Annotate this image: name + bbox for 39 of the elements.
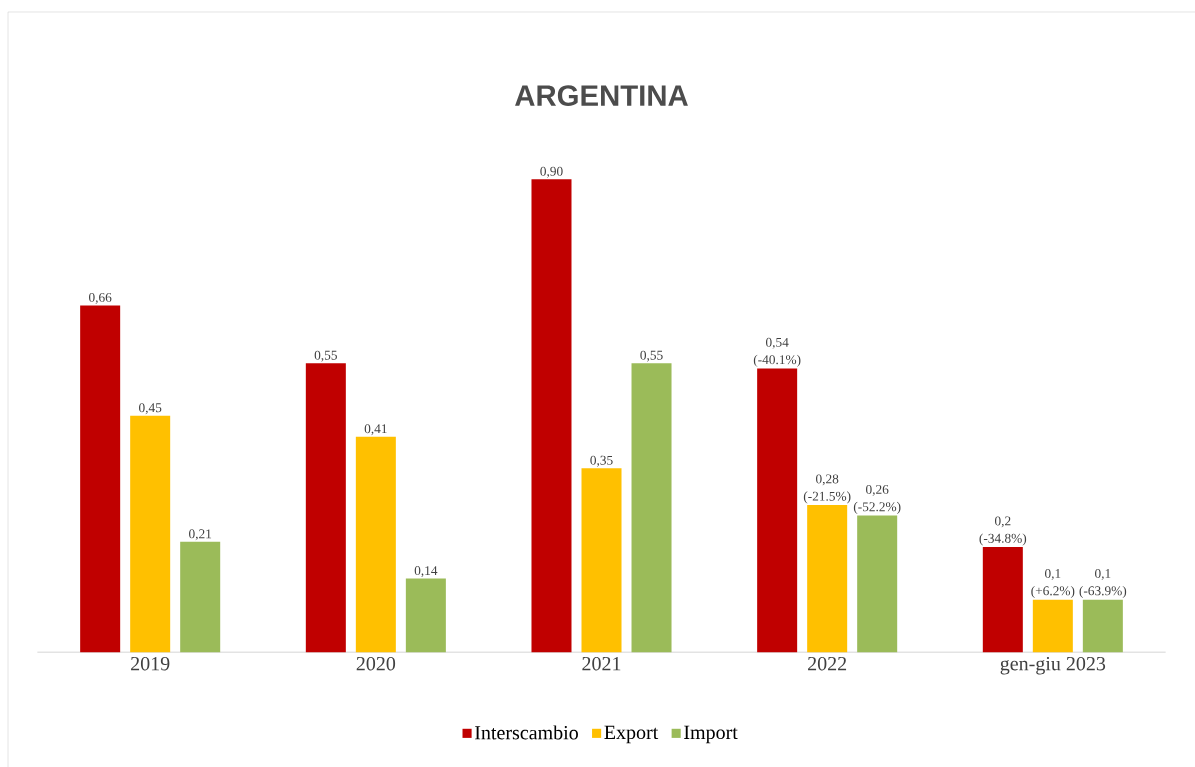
bar — [355, 436, 396, 653]
data-label: 0,54 (-40.1%) — [753, 337, 801, 367]
data-label: 0,35 — [590, 455, 613, 467]
bar — [631, 363, 672, 653]
bar — [982, 547, 1023, 653]
x-tick-label: 2022 — [808, 656, 847, 671]
data-label: 0,55 — [314, 350, 337, 362]
data-label: 0,21 — [189, 529, 212, 541]
data-label: 0,66 — [89, 292, 112, 304]
data-label: 0,41 — [364, 424, 387, 436]
legend-label: Import — [684, 725, 738, 744]
bar — [1032, 599, 1073, 653]
data-label: 0,1 (-63.9%) — [1079, 569, 1127, 599]
bar — [531, 179, 572, 653]
x-tick-label: 2020 — [356, 656, 396, 671]
bar — [1082, 599, 1123, 653]
bar — [757, 368, 798, 653]
data-label: 0,45 — [139, 403, 162, 415]
bar — [405, 578, 446, 653]
chart-title: ARGENTINA — [515, 85, 688, 107]
data-label: 0,90 — [540, 166, 563, 178]
data-label: 0,28 (-21.5%) — [803, 474, 851, 504]
bar — [305, 363, 346, 653]
legend-label: Interscambio — [475, 725, 578, 740]
data-label: 0,14 — [414, 566, 438, 578]
bar — [857, 515, 898, 653]
data-label: 0,26 (-52.2%) — [853, 484, 901, 515]
x-tick-label: 2019 — [131, 656, 170, 671]
x-tick-label: gen-giu 2023 — [1000, 656, 1106, 675]
bar — [180, 541, 221, 653]
legend-label: Export — [604, 725, 659, 744]
x-tick-label: 2021 — [582, 656, 621, 671]
data-label: 0,55 — [640, 350, 663, 362]
bar — [80, 305, 121, 653]
bar — [130, 415, 171, 653]
data-label: 0,1 (+6.2%) — [1031, 569, 1075, 599]
bar — [807, 505, 848, 653]
data-label: 0,2 (-34.8%) — [979, 516, 1027, 546]
bar — [581, 468, 622, 653]
